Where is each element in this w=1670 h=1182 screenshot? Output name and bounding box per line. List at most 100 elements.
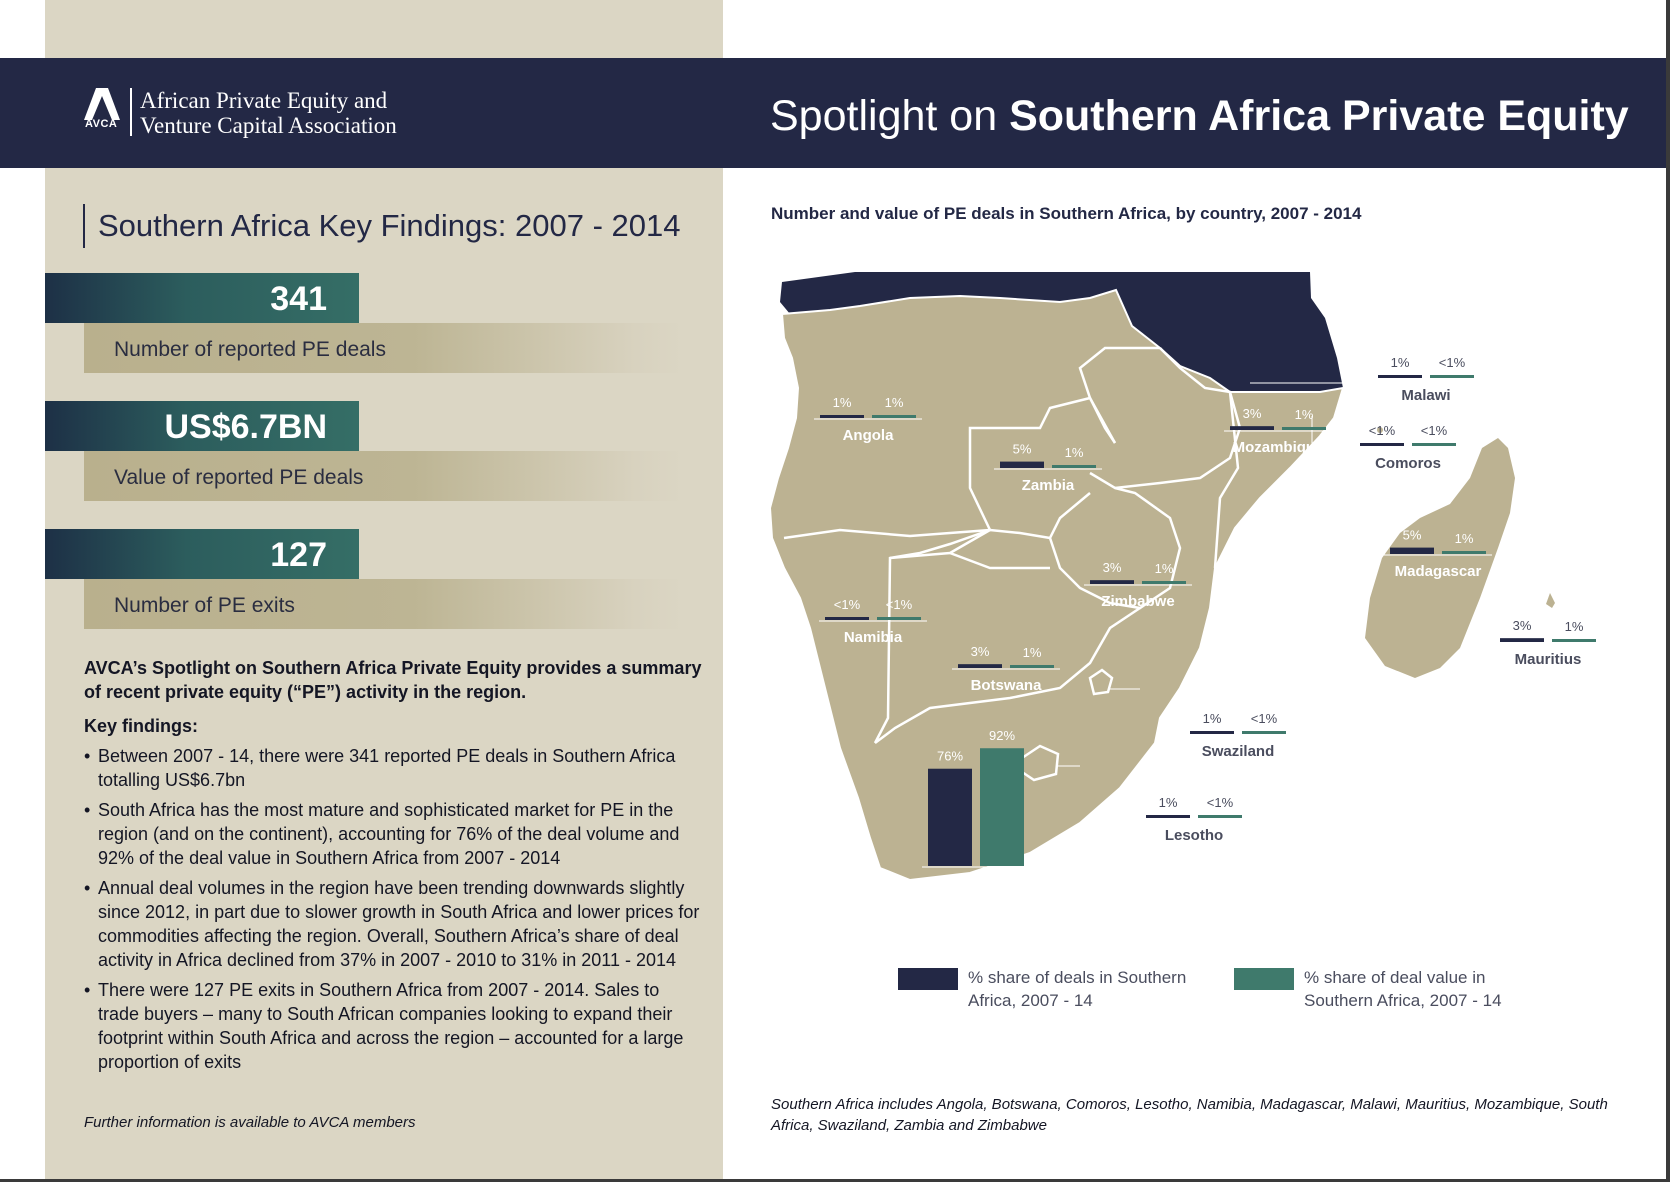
data-label: 3% (1243, 406, 1262, 421)
list-item: South Africa has the most mature and sop… (84, 798, 704, 870)
data-label: 1% (1023, 645, 1042, 660)
country-label: Zambia (1022, 477, 1075, 494)
bar-mozambique-deals (1230, 426, 1274, 430)
chart-title: Number and value of PE deals in Southern… (771, 204, 1362, 223)
bar-malawi-deals (1378, 375, 1422, 378)
country-label: Namibia (844, 629, 903, 646)
bar-lesotho-value (1198, 815, 1242, 818)
data-label: 1% (1203, 711, 1222, 726)
country-label: South Africa (932, 875, 1021, 892)
stat-label: Number of PE exits (114, 594, 295, 617)
stat-value: US$6.7BN (164, 408, 327, 446)
avca-logo-icon (84, 88, 120, 120)
map-madagascar (1365, 438, 1515, 678)
bar-swaziland-deals (1190, 731, 1234, 734)
stat-label-box: Value of reported PE deals (84, 451, 684, 501)
data-label: 3% (1103, 560, 1122, 575)
country-label: Swaziland (1202, 743, 1275, 760)
key-findings-list: Between 2007 - 14, there were 341 report… (84, 744, 704, 1080)
bar-malawi-value (1430, 375, 1474, 378)
footnote: Southern Africa includes Angola, Botswan… (771, 1096, 1608, 1134)
country-label: Mauritius (1515, 651, 1582, 668)
list-item: Annual deal volumes in the region have b… (84, 876, 704, 972)
bar-mozambique-value (1282, 427, 1326, 430)
page-title-light: Spotlight on (770, 92, 1010, 140)
country-label: Comoros (1375, 455, 1441, 472)
stat-value-box: US$6.7BN (45, 401, 359, 451)
bar-zambia-value (1052, 465, 1096, 468)
section-title: Southern Africa Key Findings: 2007 - 201… (83, 204, 680, 248)
data-label: 5% (1013, 442, 1032, 457)
bar-lesotho-deals (1146, 815, 1190, 818)
data-label: <1% (1439, 355, 1466, 370)
data-label: 1% (1295, 407, 1314, 422)
legend-swatch-deals (898, 968, 958, 990)
bar-botswana-value (1010, 665, 1054, 668)
page-title: Spotlight on Southern Africa Private Equ… (770, 88, 1650, 148)
data-label: 1% (1155, 561, 1174, 576)
bar-zimbabwe-deals (1090, 580, 1134, 584)
header-band (0, 58, 1670, 168)
data-label: <1% (834, 597, 861, 612)
logo-text: African Private Equity and Venture Capit… (140, 88, 397, 138)
data-label: 1% (1159, 795, 1178, 810)
data-label: 1% (1565, 619, 1584, 634)
data-label: <1% (886, 597, 913, 612)
bar-mauritius-deals (1500, 638, 1544, 642)
logo-line-2: Venture Capital Association (140, 113, 397, 138)
map-swaziland (1088, 668, 1114, 696)
stat-label-box: Number of PE exits (84, 579, 684, 629)
bar-south-africa-value (980, 748, 1024, 866)
bar-swaziland-value (1242, 731, 1286, 734)
bar-angola-deals (820, 415, 864, 418)
legend-swatch-value (1234, 968, 1294, 990)
bar-mauritius-value (1552, 639, 1596, 642)
page-border-bottom (0, 1179, 1670, 1182)
bar-comoros-deals (1360, 443, 1404, 446)
southern-africa-map: 1% 1% Angola 5% 1% Zambia 1% <1% Malawi 3% 1% Mozam… (768, 272, 1602, 892)
bar-zambia-deals (1000, 461, 1044, 468)
bar-angola-value (872, 415, 916, 418)
intro-text: AVCA’s Spotlight on Southern Africa Priv… (84, 658, 702, 702)
map-land (768, 288, 1345, 882)
stat-value-box: 127 (45, 529, 359, 579)
stat-value: 341 (270, 280, 327, 318)
bars-layer: 1% 1% Angola 5% 1% Zambia 1% <1% Malawi 3% 1% Mozam… (814, 355, 1602, 892)
map-region-north (780, 272, 1343, 392)
data-label: 92% (989, 728, 1015, 743)
bar-madagascar-deals (1390, 547, 1434, 554)
stat-value: 127 (270, 536, 327, 574)
avca-logo: AVCA African Private Equity and Venture … (84, 88, 444, 140)
data-label: <1% (1207, 795, 1234, 810)
data-label: 1% (885, 395, 904, 410)
country-label: Mozambique (1233, 439, 1324, 456)
map-borders (783, 346, 1242, 744)
bar-namibia-deals (825, 617, 869, 620)
stat-deals: 341 Number of reported PE deals (45, 273, 685, 373)
country-label: Madagascar (1395, 563, 1482, 580)
stat-label: Number of reported PE deals (114, 338, 386, 361)
legend-label-value: % share of deal value in Southern Africa… (1304, 968, 1502, 1010)
country-label: Botswana (971, 677, 1043, 694)
country-label: Lesotho (1165, 827, 1223, 844)
bar-namibia-value (877, 617, 921, 620)
data-label: 1% (833, 395, 852, 410)
map-comoros (1377, 427, 1383, 433)
data-label: <1% (1421, 423, 1448, 438)
key-findings-heading: Key findings: (84, 716, 199, 736)
data-label: <1% (1369, 423, 1396, 438)
stat-exits: 127 Number of PE exits (45, 529, 685, 629)
data-label: 5% (1403, 528, 1422, 543)
bar-south-africa-deals (928, 768, 972, 866)
bar-comoros-value (1412, 443, 1456, 446)
data-label: 1% (1455, 531, 1474, 546)
list-item: Between 2007 - 14, there were 341 report… (84, 744, 704, 792)
list-item: There were 127 PE exits in Southern Afri… (84, 978, 704, 1074)
page-title-bold: Southern Africa Private Equity (1009, 92, 1629, 140)
country-label: Zimbabwe (1101, 593, 1174, 610)
stat-value-deals: US$6.7BN Value of reported PE deals (45, 401, 685, 501)
country-label: Malawi (1401, 387, 1450, 404)
data-label: 3% (1513, 618, 1532, 633)
data-label: 1% (1065, 445, 1084, 460)
bar-zimbabwe-value (1142, 581, 1186, 584)
